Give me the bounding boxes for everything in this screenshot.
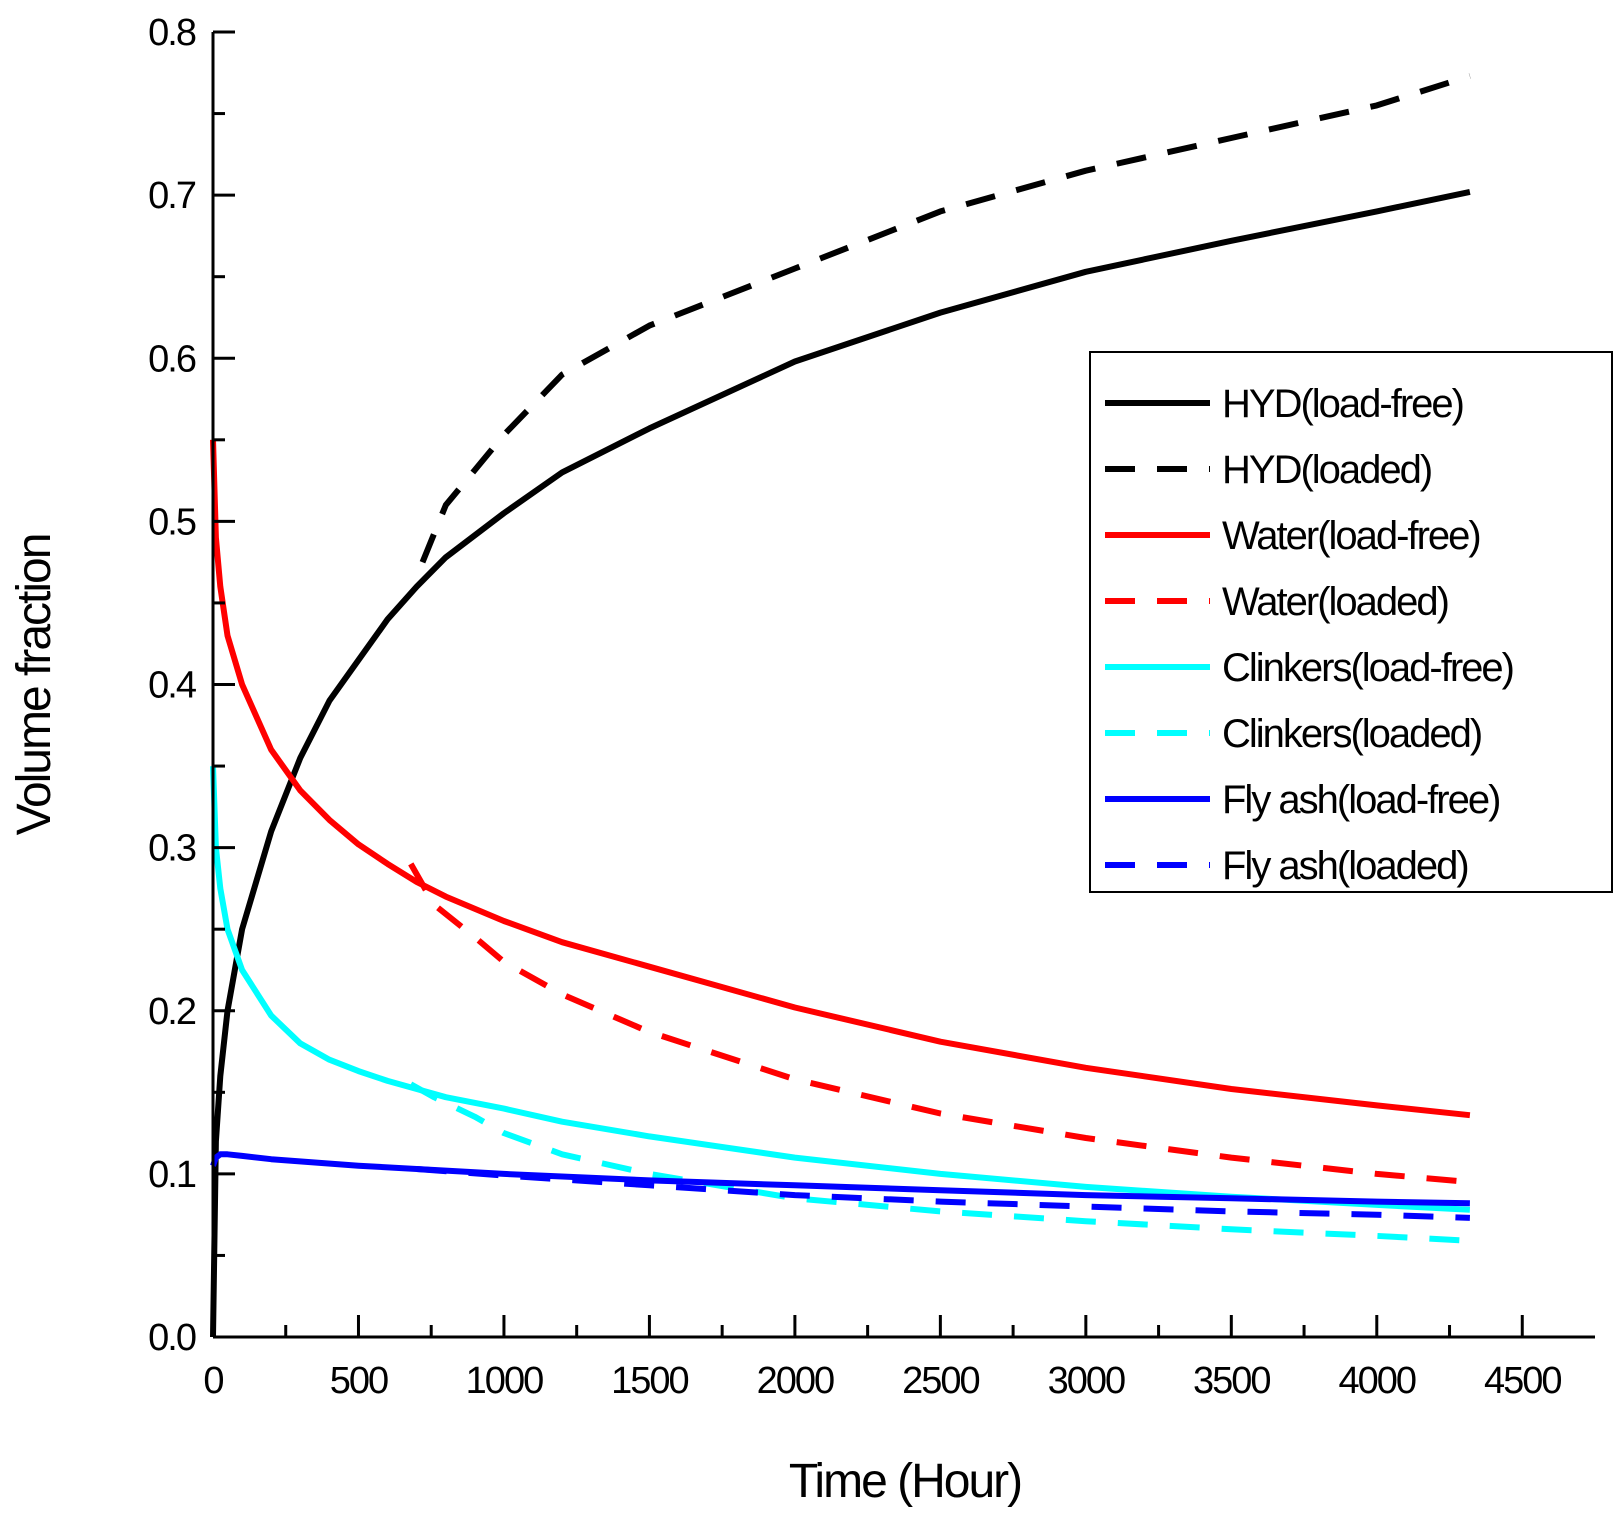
legend-label-5: Clinkers(loaded) (1222, 712, 1481, 756)
x-tick-label: 4500 (1484, 1360, 1561, 1402)
x-tick-label: 2500 (902, 1360, 979, 1402)
y-tick-label: 0.7 (148, 175, 196, 217)
x-tick-label: 1500 (611, 1360, 688, 1402)
y-tick-label: 0.6 (148, 338, 196, 380)
y-tick-label: 0.3 (148, 828, 196, 870)
legend-label-7: Fly ash(loaded) (1222, 844, 1468, 888)
series-line-0 (210, 188, 1471, 1338)
x-tick-label: 1000 (466, 1360, 543, 1402)
series-line-3 (408, 862, 1471, 1185)
y-tick-label: 0.2 (148, 991, 196, 1033)
series-line-7 (416, 1166, 1471, 1221)
legend-label-3: Water(loaded) (1222, 580, 1448, 624)
legend-label-2: Water(load-free) (1222, 514, 1480, 558)
legend-label-1: HYD(loaded) (1222, 448, 1431, 492)
y-axis-title: Volume fraction (8, 535, 61, 836)
x-tick-label: 4000 (1339, 1360, 1416, 1402)
x-axis-title: Time (Hour) (789, 1455, 1021, 1508)
series-line-1 (419, 73, 1471, 564)
y-tick-label: 0.5 (148, 501, 196, 543)
x-tick-label: 3000 (1048, 1360, 1125, 1402)
x-tick-label: 2000 (757, 1360, 834, 1402)
series-layer (210, 73, 1471, 1338)
legend-label-4: Clinkers(load-free) (1222, 646, 1513, 690)
x-tick-label: 500 (330, 1360, 388, 1402)
y-tick-label: 0.0 (148, 1317, 196, 1359)
series-line-5 (409, 1081, 1471, 1244)
series-line-2 (210, 439, 1471, 1119)
y-tick-label: 0.1 (148, 1154, 196, 1196)
legend-label-6: Fly ash(load-free) (1222, 778, 1499, 822)
x-tick-label: 3500 (1193, 1360, 1270, 1402)
series-line-6 (210, 1151, 1470, 1207)
legend-items: HYD(load-free) HYD(loaded) Water(load-free… (1105, 382, 1515, 888)
legend: HYD(load-free) HYD(loaded) Water(load-free… (1089, 351, 1613, 893)
y-tick-label: 0.8 (148, 12, 196, 54)
x-tick-label: 0 (203, 1360, 223, 1402)
legend-label-0: HYD(load-free) (1222, 382, 1463, 426)
ticks-layer: 0 500 1000 1500 2000 2500 3000 3500 4000 4500 0.0 0… (148, 12, 1563, 1402)
y-tick-label: 0.4 (148, 665, 197, 707)
